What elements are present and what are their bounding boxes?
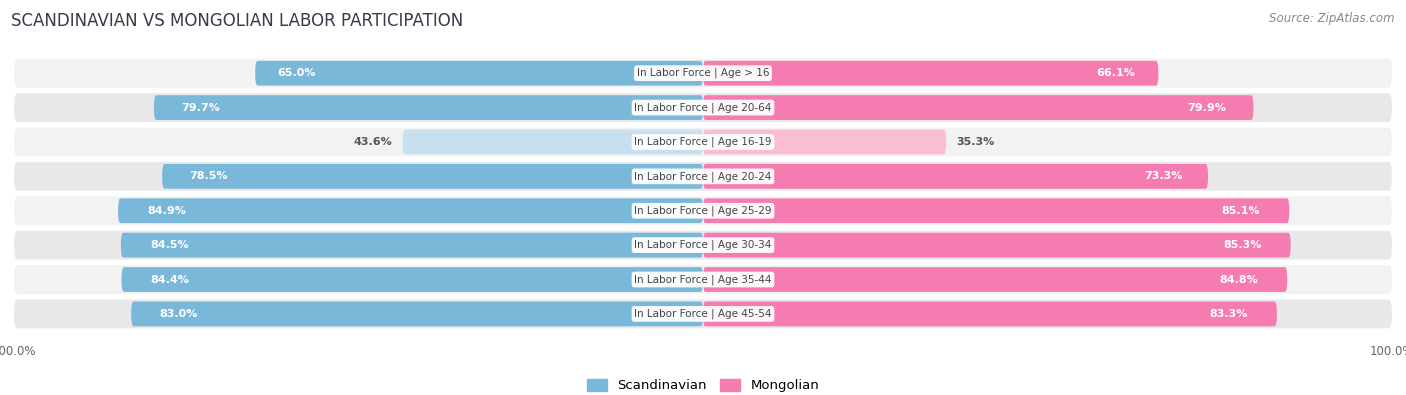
FancyBboxPatch shape: [703, 301, 1277, 326]
FancyBboxPatch shape: [14, 265, 1392, 294]
Text: 85.1%: 85.1%: [1222, 206, 1260, 216]
Text: SCANDINAVIAN VS MONGOLIAN LABOR PARTICIPATION: SCANDINAVIAN VS MONGOLIAN LABOR PARTICIP…: [11, 12, 464, 30]
Text: 35.3%: 35.3%: [956, 137, 995, 147]
FancyBboxPatch shape: [703, 233, 1291, 258]
Text: 84.4%: 84.4%: [150, 275, 190, 284]
FancyBboxPatch shape: [14, 162, 1392, 191]
Text: In Labor Force | Age 45-54: In Labor Force | Age 45-54: [634, 308, 772, 319]
Text: 79.7%: 79.7%: [181, 103, 221, 113]
FancyBboxPatch shape: [254, 61, 703, 86]
FancyBboxPatch shape: [14, 93, 1392, 122]
FancyBboxPatch shape: [402, 130, 703, 154]
FancyBboxPatch shape: [118, 198, 703, 223]
Text: 78.5%: 78.5%: [190, 171, 228, 181]
FancyBboxPatch shape: [703, 61, 1159, 86]
Legend: Scandinavian, Mongolian: Scandinavian, Mongolian: [582, 373, 824, 395]
Text: In Labor Force | Age 20-64: In Labor Force | Age 20-64: [634, 102, 772, 113]
Text: In Labor Force | Age 35-44: In Labor Force | Age 35-44: [634, 274, 772, 285]
Text: 84.5%: 84.5%: [150, 240, 188, 250]
Text: 65.0%: 65.0%: [277, 68, 316, 78]
FancyBboxPatch shape: [162, 164, 703, 189]
FancyBboxPatch shape: [131, 301, 703, 326]
Text: 66.1%: 66.1%: [1097, 68, 1136, 78]
FancyBboxPatch shape: [703, 164, 1208, 189]
Text: In Labor Force | Age > 16: In Labor Force | Age > 16: [637, 68, 769, 79]
FancyBboxPatch shape: [14, 59, 1392, 88]
FancyBboxPatch shape: [14, 128, 1392, 156]
FancyBboxPatch shape: [703, 95, 1254, 120]
FancyBboxPatch shape: [703, 130, 946, 154]
FancyBboxPatch shape: [153, 95, 703, 120]
FancyBboxPatch shape: [14, 196, 1392, 225]
Text: In Labor Force | Age 30-34: In Labor Force | Age 30-34: [634, 240, 772, 250]
Text: 79.9%: 79.9%: [1187, 103, 1226, 113]
FancyBboxPatch shape: [14, 231, 1392, 260]
Text: 85.3%: 85.3%: [1223, 240, 1261, 250]
Text: 43.6%: 43.6%: [353, 137, 392, 147]
Text: 83.3%: 83.3%: [1209, 309, 1249, 319]
Text: 73.3%: 73.3%: [1144, 171, 1182, 181]
Text: 84.9%: 84.9%: [148, 206, 186, 216]
Text: 83.0%: 83.0%: [160, 309, 198, 319]
FancyBboxPatch shape: [14, 299, 1392, 328]
Text: In Labor Force | Age 16-19: In Labor Force | Age 16-19: [634, 137, 772, 147]
FancyBboxPatch shape: [121, 233, 703, 258]
Text: Source: ZipAtlas.com: Source: ZipAtlas.com: [1270, 12, 1395, 25]
FancyBboxPatch shape: [121, 267, 703, 292]
FancyBboxPatch shape: [703, 267, 1288, 292]
Text: 84.8%: 84.8%: [1219, 275, 1258, 284]
Text: In Labor Force | Age 25-29: In Labor Force | Age 25-29: [634, 205, 772, 216]
Text: In Labor Force | Age 20-24: In Labor Force | Age 20-24: [634, 171, 772, 182]
FancyBboxPatch shape: [703, 198, 1289, 223]
